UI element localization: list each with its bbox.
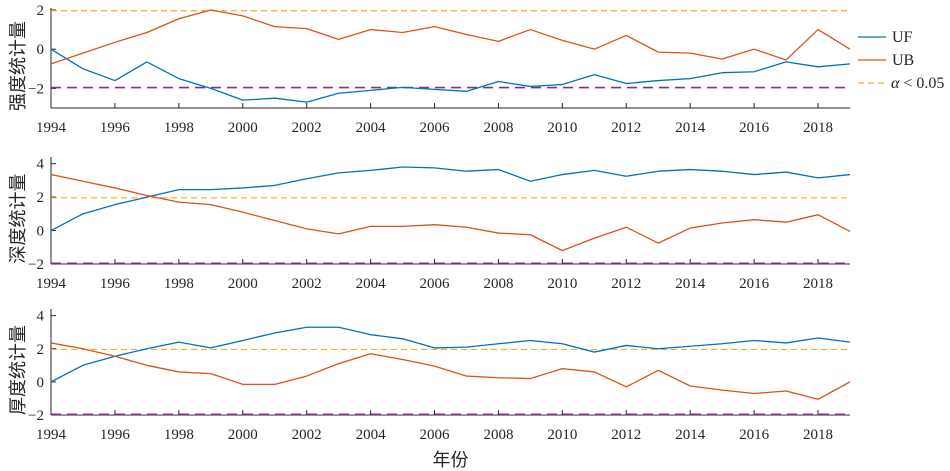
legend-label: UB	[892, 52, 914, 69]
x-tick-label: 2006	[420, 120, 451, 136]
legend: UF UB α < 0.05	[858, 29, 944, 92]
x-tick-label: 2016	[739, 120, 770, 136]
x-axis-label: 年份	[433, 450, 469, 470]
y-tick-label: 2	[37, 342, 45, 358]
chart-panels: 1994 1996 1998 2000 2002 2004 2006 2008 2010 2012…	[8, 3, 851, 470]
legend-label: UF	[892, 29, 913, 46]
x-tick-label: 2018	[803, 120, 833, 136]
ub-line	[50, 173, 851, 252]
x-tick-label: 2002	[292, 120, 322, 136]
x-tick-label: 2008	[483, 427, 513, 443]
x-tick-label: 2014	[675, 427, 706, 443]
x-tick-label: 1998	[164, 120, 194, 136]
ub-line	[50, 342, 851, 400]
y-axis-label: 厚度统计量	[8, 325, 28, 415]
y-tick-label: −2	[28, 81, 44, 97]
chart-panel-1: 1994 1996 1998 2000 2002 2004 2006 2008 2010 2012…	[8, 3, 851, 136]
x-tick-label: 2018	[803, 427, 833, 443]
chart-panel-3: 1994 1996 1998 2000 2002 2004 2006 2008 2010 2012…	[8, 309, 851, 470]
x-tick-label: 2004	[356, 276, 387, 292]
y-tick-label: 0	[37, 224, 45, 240]
x-tick-label: 2008	[483, 276, 513, 292]
x-tick-label: 2010	[547, 276, 577, 292]
legend-label: α < 0.05	[891, 75, 944, 92]
uf-line	[50, 326, 851, 383]
x-tick-label: 2000	[228, 427, 258, 443]
uf-line	[50, 166, 851, 232]
x-tick-label: 2010	[547, 120, 577, 136]
x-tick-label: 2000	[228, 276, 258, 292]
x-tick-label: 2004	[356, 427, 387, 443]
y-tick-label: 0	[37, 42, 45, 58]
uf-line	[50, 48, 851, 103]
y-tick-label: −2	[28, 257, 44, 273]
legend-item-uf: UF	[858, 29, 913, 46]
x-tick-label: 2016	[739, 427, 770, 443]
x-tick-label: 2004	[356, 120, 387, 136]
y-tick-label: 0	[37, 375, 45, 391]
x-tick-label: 2008	[483, 120, 513, 136]
x-tick-label: 1998	[164, 427, 194, 443]
y-tick-label: 4	[37, 157, 45, 173]
x-tick-label: 2006	[420, 276, 451, 292]
x-tick-label: 2002	[292, 276, 322, 292]
x-tick-label: 2014	[675, 276, 706, 292]
legend-item-threshold: α < 0.05	[858, 75, 944, 92]
y-tick-label: −2	[28, 408, 44, 424]
legend-item-ub: UB	[858, 52, 914, 69]
x-tick-label: 2012	[611, 120, 641, 136]
y-tick-label: 4	[37, 309, 45, 325]
y-axis-label: 强度统计量	[8, 21, 28, 111]
x-tick-label: 1996	[100, 427, 131, 443]
x-tick-label: 1996	[100, 276, 131, 292]
x-tick-label: 2018	[803, 276, 833, 292]
x-tick-label: 2002	[292, 427, 322, 443]
x-tick-label: 1994	[36, 427, 67, 443]
x-tick-label: 1994	[36, 276, 67, 292]
x-tick-label: 2012	[611, 276, 641, 292]
ub-line	[50, 9, 851, 65]
x-tick-label: 2016	[739, 276, 770, 292]
x-tick-label: 2014	[675, 120, 706, 136]
y-axis-label: 深度统计量	[8, 174, 28, 264]
x-tick-label: 1994	[36, 120, 67, 136]
x-tick-label: 2006	[420, 427, 451, 443]
y-tick-label: 2	[37, 190, 45, 206]
x-tick-label: 1996	[100, 120, 131, 136]
chart-panel-2: 1994 1996 1998 2000 2002 2004 2006 2008 2010 2012…	[8, 157, 851, 292]
x-tick-label: 2012	[611, 427, 641, 443]
x-tick-label: 2000	[228, 120, 258, 136]
x-tick-label: 1998	[164, 276, 194, 292]
y-tick-label: 2	[37, 3, 45, 19]
x-tick-label: 2010	[547, 427, 577, 443]
